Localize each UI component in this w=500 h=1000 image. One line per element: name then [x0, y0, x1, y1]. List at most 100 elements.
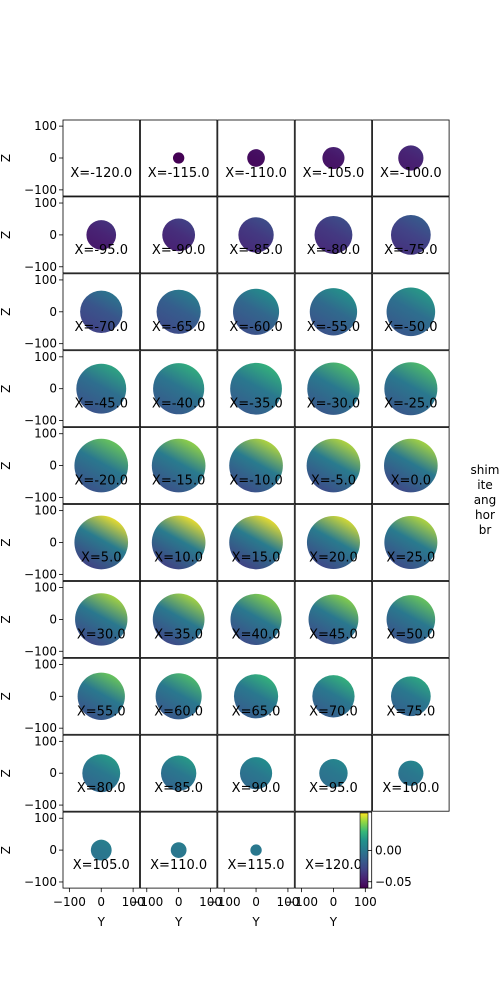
- shim-field-disk: [74, 515, 129, 570]
- y-tick-label: 100: [34, 504, 57, 518]
- x-axis-label: Y: [174, 915, 183, 929]
- y-tick-label: −100: [24, 567, 57, 581]
- y-axis-label: Z: [0, 769, 13, 777]
- panel-label: X=120.0: [305, 858, 362, 873]
- panel-label: X=-40.0: [152, 397, 205, 412]
- shim-field-disk: [80, 290, 123, 333]
- y-tick-label: −100: [24, 183, 57, 197]
- x-tick-label: 100: [122, 895, 145, 909]
- y-tick-label: −100: [24, 644, 57, 658]
- y-tick-label: 100: [34, 657, 57, 671]
- y-axis-label: Z: [0, 846, 13, 854]
- panel-label: X=85.0: [154, 781, 203, 796]
- x-tick-label: −100: [53, 895, 86, 909]
- panel-label: X=-95.0: [75, 243, 128, 258]
- panel-label: X=-35.0: [229, 397, 282, 412]
- y-tick-label: 100: [34, 427, 57, 441]
- y-tick-label: 0: [49, 689, 57, 703]
- panel-label: X=15.0: [232, 551, 281, 566]
- shim-field-disk: [229, 515, 283, 570]
- shim-field-disk: [156, 289, 201, 334]
- y-axis-label: Z: [0, 692, 13, 700]
- y-tick-label: 100: [34, 196, 57, 210]
- y-tick-label: 100: [34, 273, 57, 287]
- panel-label: X=25.0: [386, 551, 435, 566]
- panel-label: X=-70.0: [75, 320, 128, 335]
- y-tick-label: −100: [24, 337, 57, 351]
- y-tick-label: 0: [49, 228, 57, 242]
- panel-label: X=-65.0: [152, 320, 205, 335]
- shim-field-disk: [322, 146, 345, 170]
- shim-field-disk: [390, 215, 431, 255]
- y-tick-label: 100: [34, 811, 57, 825]
- shim-field-disk: [170, 842, 187, 858]
- panel-label: X=30.0: [77, 627, 126, 642]
- panel-label: X=40.0: [232, 627, 281, 642]
- x-axis-label: Y: [97, 915, 106, 929]
- x-tick-label: 100: [354, 895, 377, 909]
- shim-field-disk: [152, 593, 205, 646]
- y-tick-label: −100: [24, 875, 57, 889]
- panel-label: X=-105.0: [303, 166, 365, 181]
- y-axis-label: Z: [0, 615, 13, 623]
- colorbar-tick-label: 0.00: [375, 844, 402, 858]
- shim-field-disk: [151, 515, 206, 570]
- x-tick-label: −100: [130, 895, 163, 909]
- shim-field-disk: [390, 676, 431, 717]
- panel-frame: [62, 119, 140, 197]
- shim-field-disk: [384, 438, 438, 493]
- shim-field-disk: [233, 288, 280, 335]
- colorbar: [359, 812, 369, 889]
- y-tick-label: 0: [49, 612, 57, 626]
- panel-label: X=75.0: [386, 704, 435, 719]
- y-tick-label: 0: [49, 305, 57, 319]
- x-tick-label: 0: [330, 895, 338, 909]
- y-tick-label: 0: [49, 536, 57, 550]
- panel-label: X=-10.0: [229, 474, 282, 489]
- panel-label: X=60.0: [154, 704, 203, 719]
- y-tick-label: 100: [34, 119, 57, 133]
- y-tick-label: 0: [49, 151, 57, 165]
- panel-label: X=-20.0: [75, 474, 128, 489]
- shim-field-disk: [312, 675, 355, 718]
- panel-label: X=100.0: [382, 781, 439, 796]
- panel-frame: [139, 196, 218, 274]
- x-axis-label: Y: [251, 915, 260, 929]
- y-axis-label: Z: [0, 538, 13, 546]
- shim-field-disk: [309, 288, 358, 336]
- shim-field-disk: [384, 362, 438, 416]
- panel-label: X=115.0: [228, 858, 285, 873]
- y-tick-label: 0: [49, 843, 57, 857]
- shim-field-disk: [162, 218, 196, 252]
- x-tick-label: 0: [175, 895, 183, 909]
- panel-label: X=10.0: [154, 551, 203, 566]
- y-axis-label: Z: [0, 385, 13, 393]
- y-axis-label: Z: [0, 461, 13, 469]
- x-tick-label: 0: [97, 895, 105, 909]
- panel-label: X=-75.0: [384, 243, 437, 258]
- panel-label: X=5.0: [81, 551, 121, 566]
- y-axis-label: Z: [0, 154, 13, 162]
- shim-field-disk: [151, 438, 206, 493]
- shim-field-disk: [74, 438, 129, 493]
- shim-field-disk: [319, 758, 348, 788]
- y-tick-label: 100: [34, 581, 57, 595]
- shim-field-disk: [155, 673, 202, 720]
- panel-label: X=-25.0: [384, 397, 437, 412]
- x-axis-label: Y: [329, 915, 338, 929]
- y-tick-label: 0: [49, 382, 57, 396]
- panel-label: X=-115.0: [148, 166, 210, 181]
- panel-label: X=35.0: [154, 627, 203, 642]
- panel-label: X=-60.0: [229, 320, 282, 335]
- y-tick-label: −100: [24, 260, 57, 274]
- shim-field-disk: [306, 438, 361, 493]
- y-tick-label: −100: [24, 798, 57, 812]
- panel-label: X=-30.0: [307, 397, 360, 412]
- panel-label: X=-120.0: [70, 166, 132, 181]
- x-tick-label: 0: [252, 895, 260, 909]
- shim-field-disk: [153, 363, 205, 415]
- shim-field-disk: [82, 754, 121, 793]
- shim-field-disk: [247, 149, 265, 167]
- panel-label: X=-55.0: [307, 320, 360, 335]
- side-annotation: shim ite ang hor br: [470, 463, 500, 537]
